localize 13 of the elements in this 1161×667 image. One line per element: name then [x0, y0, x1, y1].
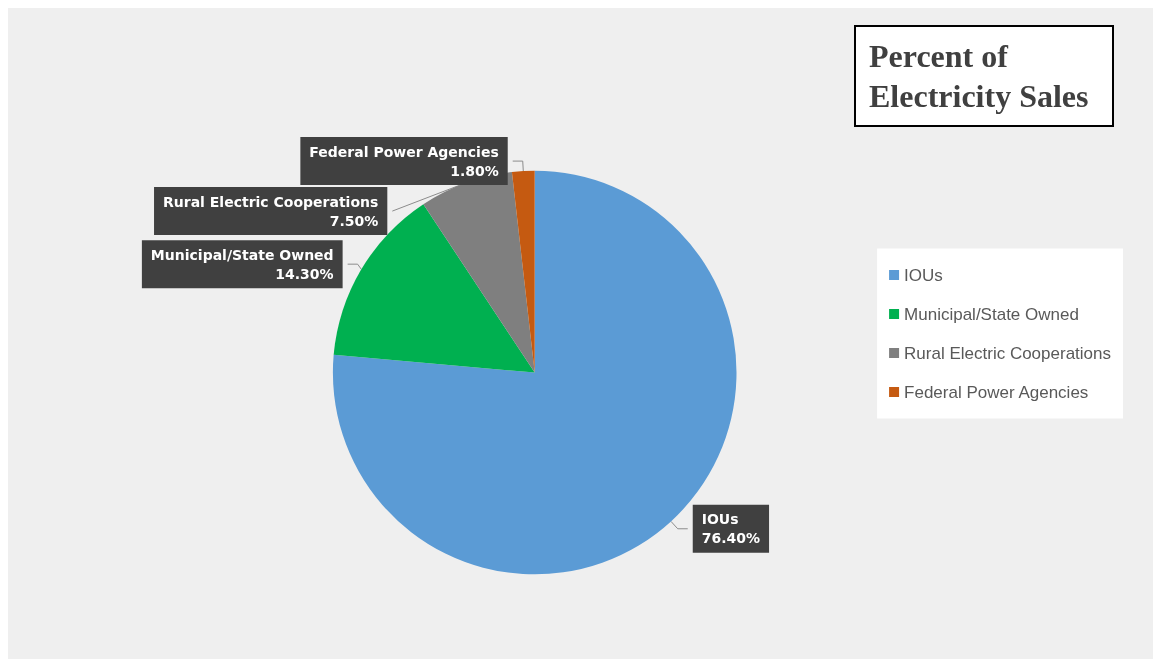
legend-label: Municipal/State Owned	[904, 304, 1079, 324]
legend-label: Rural Electric Cooperations	[904, 343, 1111, 363]
chart-title: Percent of Electricity Sales	[869, 38, 1089, 114]
legend-label: Federal Power Agencies	[904, 382, 1089, 402]
slice-label: Federal Power Agencies	[309, 143, 499, 160]
data-label: 76.40%	[701, 530, 761, 547]
data-label: 7.50%	[329, 212, 379, 229]
slice-label: Rural Electric Cooperations	[163, 193, 379, 210]
legend-label: IOUs	[904, 265, 943, 285]
data-label: 14.30%	[275, 265, 334, 282]
slice-label: Municipal/State Owned	[150, 246, 334, 263]
data-label: 1.80%	[450, 162, 499, 179]
slice-label: IOUs	[701, 511, 739, 528]
